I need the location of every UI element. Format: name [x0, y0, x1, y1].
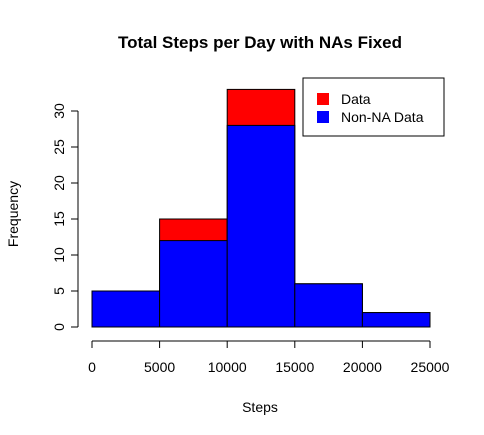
legend-box: [302, 77, 445, 137]
x-axis-label: Steps: [242, 399, 278, 415]
x-axis: 0 5000 10000 15000 20000 25000: [88, 340, 450, 375]
legend-swatch-non-na-data: [317, 111, 329, 123]
legend: Data Non-NA Data: [302, 77, 445, 137]
legend-swatch-data: [317, 93, 329, 105]
bar-non-na-data-bin-1: [159, 240, 228, 328]
y-axis: 0 5 10 15 20 25 30: [51, 103, 79, 331]
bars-layer: [91, 88, 431, 328]
x-tick-label: 10000: [208, 359, 247, 375]
legend-label-data: Data: [341, 91, 371, 107]
legend-label-non-na-data: Non-NA Data: [341, 109, 424, 125]
bar-non-na-data-bin-4: [361, 312, 431, 328]
bar-non-na-data-bin-2: [226, 124, 296, 328]
x-tick-label: 5000: [144, 359, 175, 375]
x-tick-label: 15000: [275, 359, 314, 375]
x-tick-label: 25000: [411, 359, 450, 375]
bar-non-na-data-bin-0: [91, 290, 161, 328]
x-tick-label: 0: [88, 359, 96, 375]
chart-title: Total Steps per Day with NAs Fixed: [118, 33, 402, 52]
y-tick-label: 25: [51, 139, 67, 155]
y-tick-label: 30: [51, 103, 67, 119]
bar-non-na-data-bin-3: [294, 283, 363, 328]
y-tick-label: 10: [51, 247, 67, 263]
y-axis-label: Frequency: [5, 181, 21, 247]
y-tick-label: 0: [51, 323, 67, 331]
y-tick-label: 15: [51, 211, 67, 227]
x-tick-label: 20000: [343, 359, 382, 375]
legend-entries: Data Non-NA Data: [317, 91, 424, 125]
y-tick-label: 20: [51, 175, 67, 191]
y-tick-label: 5: [51, 287, 67, 295]
